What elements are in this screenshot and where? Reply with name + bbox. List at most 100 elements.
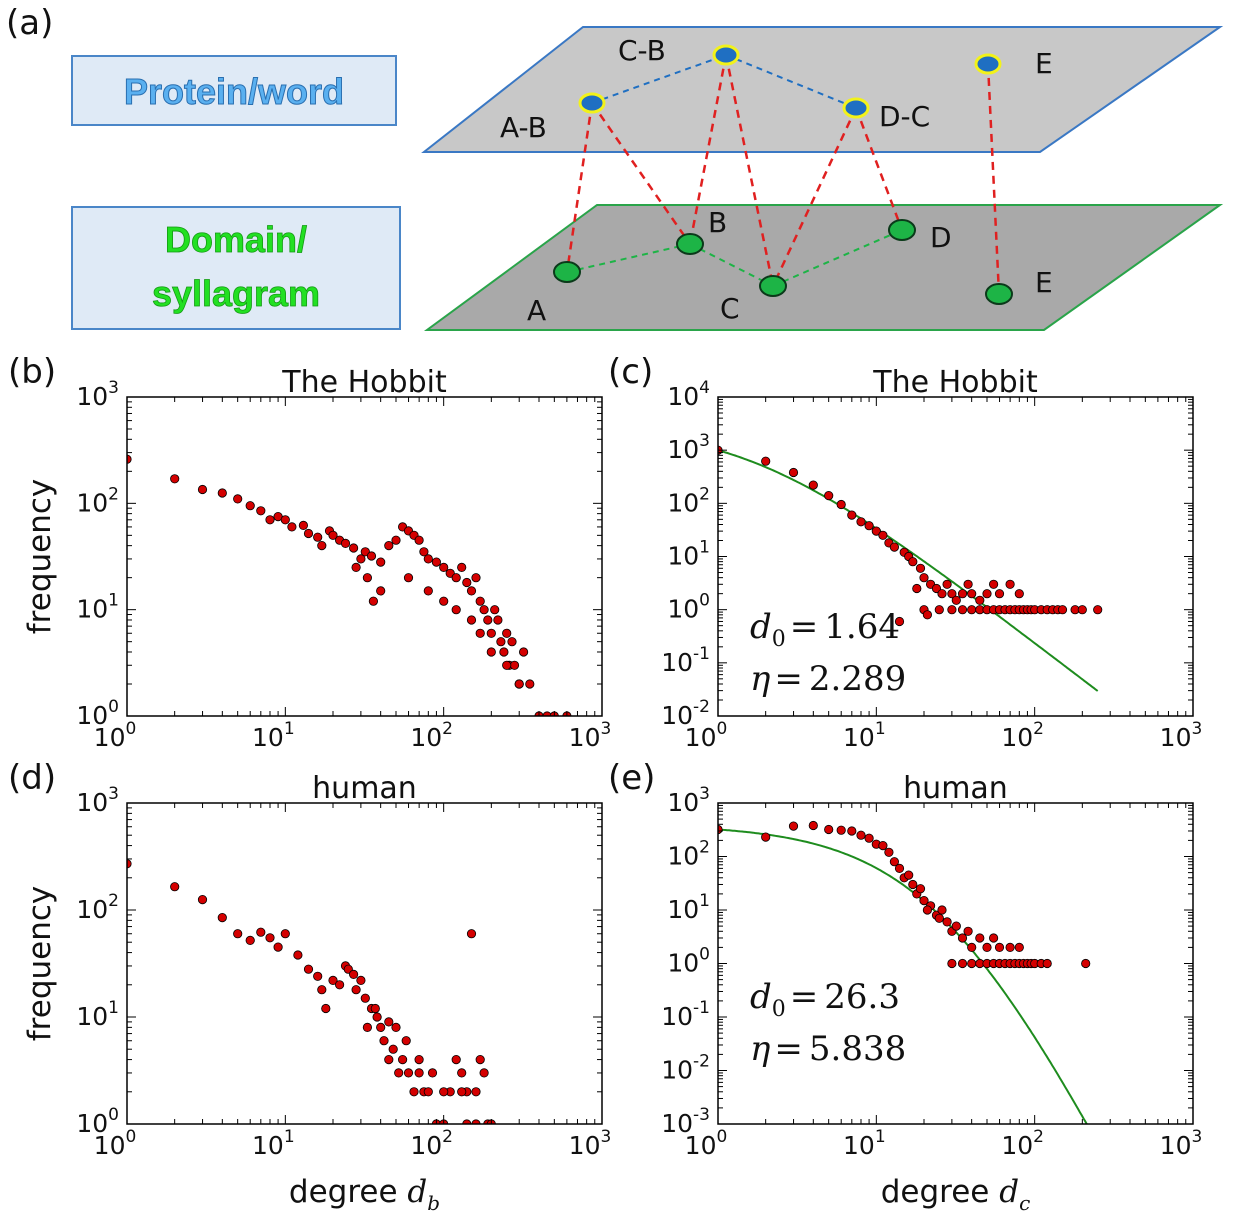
data-point — [788, 467, 799, 478]
data-point — [368, 596, 378, 606]
data-point — [414, 1055, 424, 1065]
data-point — [273, 942, 283, 952]
annotation-eq: = — [790, 607, 819, 647]
x-tick-label: 102 — [1001, 1127, 1044, 1160]
data-point — [366, 551, 377, 561]
data-point — [908, 557, 918, 567]
data-point — [245, 935, 255, 946]
y-tick-label: 103 — [667, 784, 710, 817]
data-point — [994, 589, 1005, 599]
tick-base: 10 — [76, 595, 108, 624]
tick-base: 10 — [76, 895, 108, 924]
diagram-nodes: A-B C-B D-C E A B C D E — [500, 34, 1053, 327]
tick-exponent: 3 — [108, 378, 119, 398]
y-tick-label: 103 — [76, 378, 119, 411]
data-point — [878, 530, 888, 540]
y-tick-label: 102 — [667, 484, 710, 517]
ticks — [126, 397, 602, 717]
data-point — [423, 554, 433, 564]
annotation-value: 26.3 — [824, 977, 900, 1017]
data-point — [471, 573, 481, 583]
tick-exponent: 2 — [442, 719, 453, 739]
data-point — [328, 975, 338, 986]
data-point — [217, 488, 227, 498]
data-point — [1042, 958, 1052, 969]
data-point — [298, 520, 308, 531]
domain-node-label: E — [1035, 266, 1053, 299]
tick-base: 10 — [1001, 1131, 1033, 1160]
data-point — [462, 1119, 472, 1124]
data-point — [317, 985, 327, 995]
y-tick-label: 10-1 — [661, 644, 710, 677]
data-point — [988, 933, 999, 943]
data-point — [360, 547, 370, 557]
tick-exponent: 0 — [699, 591, 710, 611]
data-point — [975, 595, 985, 605]
data-point — [942, 579, 952, 589]
tick-exponent: -2 — [693, 697, 710, 717]
protein-node-label: C-B — [618, 34, 666, 67]
y-tick-label: 102 — [76, 891, 119, 924]
x-axis-label-text: degree — [881, 1174, 1000, 1210]
data-point — [439, 562, 449, 573]
data-point — [427, 1068, 438, 1078]
data-point — [1081, 958, 1091, 969]
tick-base: 10 — [1160, 723, 1192, 752]
data-point — [356, 554, 366, 564]
data-point — [328, 530, 338, 540]
data-point — [919, 573, 929, 583]
tick-exponent: 3 — [1191, 719, 1202, 739]
data-point — [360, 993, 370, 1003]
y-tick-label: 103 — [667, 431, 710, 464]
tick-base: 10 — [410, 723, 442, 752]
x-tick-label: 102 — [1001, 719, 1044, 752]
tick-exponent: -1 — [693, 998, 710, 1018]
data-point — [847, 510, 857, 520]
tick-exponent: -3 — [693, 1105, 710, 1125]
data-point — [525, 679, 535, 689]
data-point — [507, 637, 517, 647]
data-point — [217, 912, 227, 923]
tick-base: 10 — [667, 595, 699, 624]
fit-curve — [718, 828, 1088, 1124]
x-tick-label: 100 — [94, 719, 137, 752]
tick-base: 10 — [76, 788, 108, 817]
data-point — [376, 557, 386, 567]
tick-base: 10 — [667, 895, 699, 924]
tick-base: 10 — [76, 1109, 108, 1138]
data-point — [475, 596, 485, 606]
y-tick-label: 101 — [76, 998, 119, 1031]
tick-base: 10 — [667, 788, 699, 817]
data-point — [403, 1068, 414, 1078]
tick-base: 10 — [667, 542, 699, 571]
data-point — [1077, 605, 1087, 615]
annotation-sub: 0 — [772, 627, 786, 652]
data-point — [356, 975, 366, 986]
tick-base: 10 — [252, 723, 284, 752]
annotation-value: 2.289 — [809, 659, 906, 699]
domain-label-line1: Domain/ — [165, 219, 307, 260]
x-tick-label: 100 — [685, 1127, 728, 1160]
tick-base: 10 — [685, 723, 717, 752]
cross-layer-link — [854, 107, 904, 231]
data-point — [479, 605, 489, 615]
data-point — [245, 501, 255, 511]
data-point — [233, 494, 243, 504]
x-tick-label: 102 — [410, 719, 453, 752]
data-point — [287, 522, 297, 532]
panel-label: (e) — [608, 758, 655, 798]
data-point — [1005, 579, 1015, 589]
data-point — [391, 535, 401, 545]
domain-node — [676, 233, 704, 255]
tick-exponent: 1 — [108, 998, 119, 1018]
data-point — [963, 579, 973, 589]
annotation-var: d — [750, 607, 772, 647]
protein-word-label: Protein/word — [124, 71, 344, 112]
fit-annotation: η = 5.838 — [750, 1029, 906, 1069]
x-tick-label: 101 — [252, 719, 295, 752]
data-point — [836, 499, 846, 510]
domain-node-label: C — [720, 292, 740, 325]
data-point — [967, 605, 977, 615]
tick-base: 10 — [569, 1131, 601, 1160]
